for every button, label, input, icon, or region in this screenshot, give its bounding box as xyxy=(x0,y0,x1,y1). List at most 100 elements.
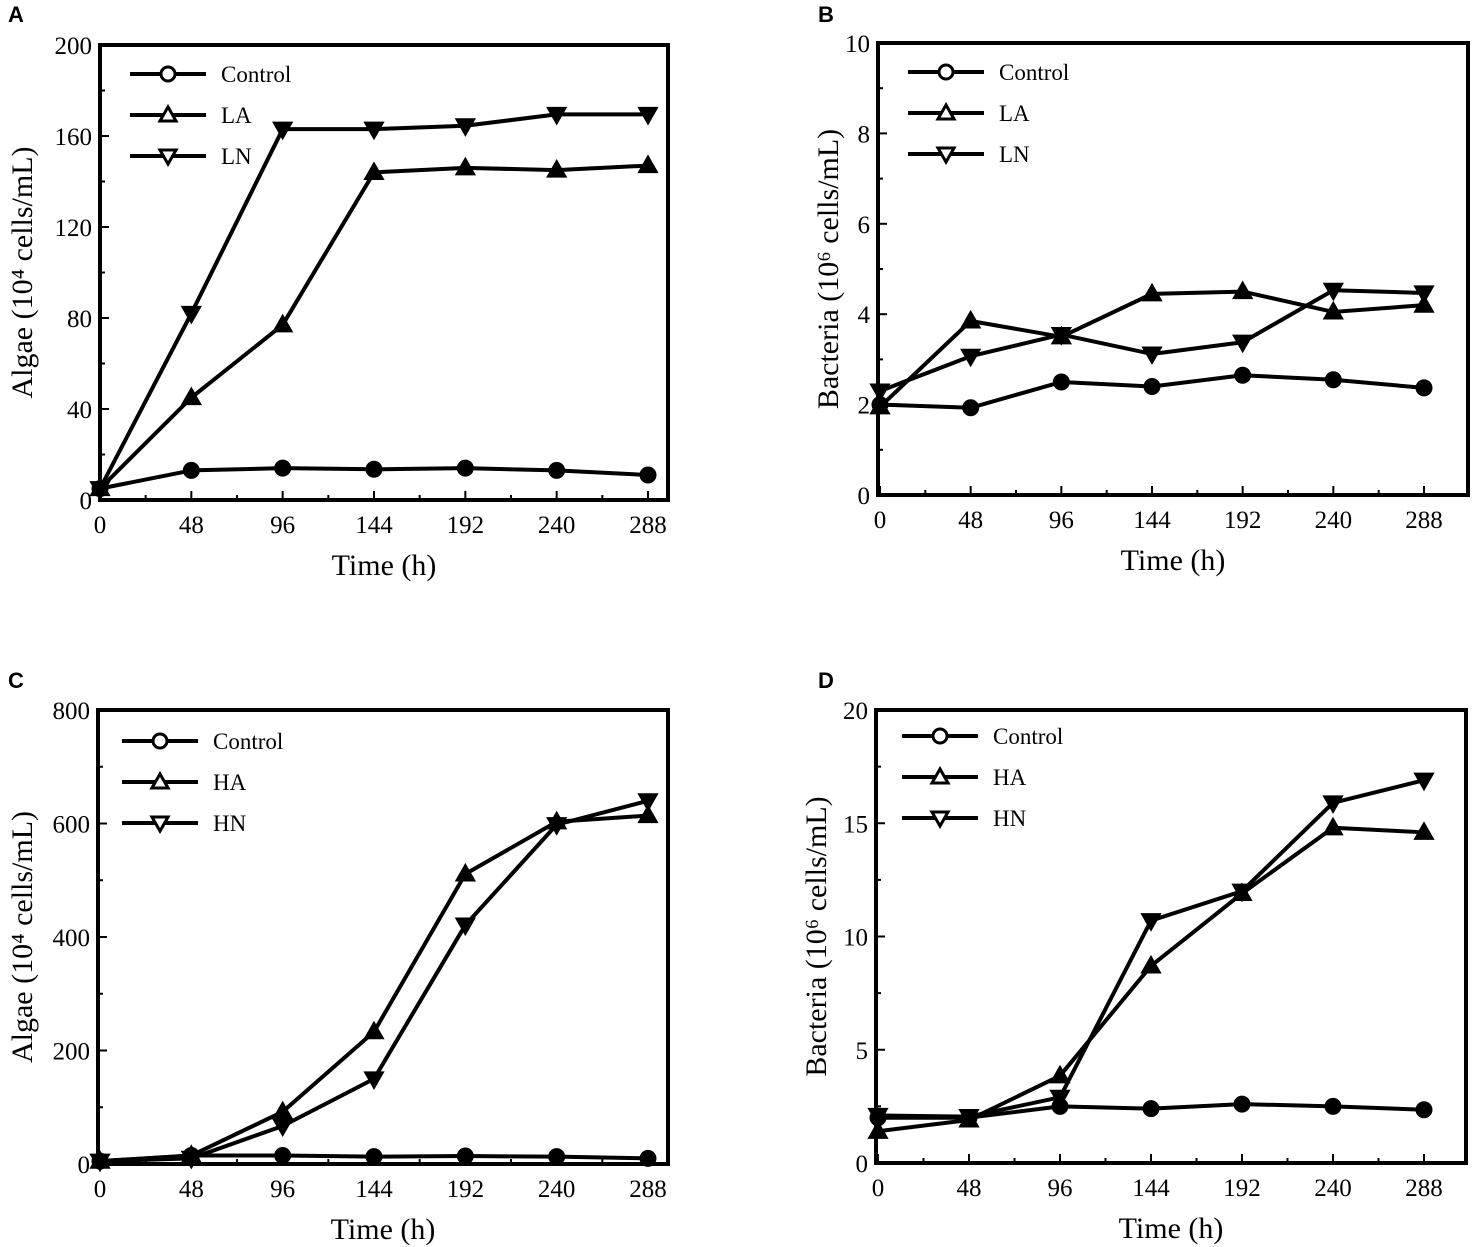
series-line xyxy=(99,798,649,1164)
y-tick-label: 0 xyxy=(78,1152,91,1179)
data-point xyxy=(363,161,385,180)
series-la xyxy=(89,154,659,497)
x-tick-label: 144 xyxy=(355,1176,393,1203)
x-tick-label: 288 xyxy=(629,1176,667,1203)
data-point xyxy=(637,154,659,174)
panel-letter: B xyxy=(818,2,834,27)
y-tick-label: 0 xyxy=(856,1151,869,1178)
legend-label: LA xyxy=(999,101,1030,126)
data-point xyxy=(1234,366,1252,384)
y-tick-label: 800 xyxy=(53,698,91,725)
x-tick-label: 0 xyxy=(874,507,887,534)
data-point xyxy=(1052,373,1070,391)
data-point xyxy=(637,804,659,824)
y-tick-label: 10 xyxy=(845,31,870,58)
data-point xyxy=(1049,1064,1071,1084)
y-tick-label: 160 xyxy=(55,124,93,151)
data-point xyxy=(1140,954,1162,974)
data-point xyxy=(1232,280,1254,300)
x-tick-label: 144 xyxy=(1132,1175,1170,1202)
data-point xyxy=(272,121,294,141)
data-point xyxy=(1140,913,1162,932)
x-tick-label: 240 xyxy=(1314,1175,1352,1202)
data-point xyxy=(456,459,474,477)
x-tick-label: 240 xyxy=(538,512,576,539)
legend-label: HA xyxy=(213,770,247,795)
data-point xyxy=(1413,821,1435,840)
legend-marker-circle xyxy=(937,63,955,81)
data-point xyxy=(1142,1100,1160,1118)
data-point xyxy=(1324,371,1342,389)
data-point xyxy=(1322,816,1344,836)
data-point xyxy=(274,1146,292,1164)
x-tick-label: 288 xyxy=(1405,1175,1443,1202)
series-control xyxy=(91,459,657,498)
series-hn xyxy=(867,772,1435,1128)
data-point xyxy=(1322,282,1344,302)
data-point xyxy=(1231,883,1253,903)
plot-frame xyxy=(876,41,1470,497)
data-point xyxy=(960,348,982,368)
y-tick-label: 80 xyxy=(67,306,92,333)
legend-label: Control xyxy=(213,729,283,754)
legend-label: HN xyxy=(993,806,1027,831)
y-axis-label: Bacteria (10⁶ cells/mL) xyxy=(800,796,833,1076)
data-point xyxy=(454,862,476,882)
data-point xyxy=(272,1100,294,1120)
series-ln xyxy=(89,106,659,500)
data-point xyxy=(960,309,982,329)
data-point xyxy=(454,156,476,176)
legend-marker-circle xyxy=(931,727,949,745)
data-point xyxy=(637,793,659,812)
legend-label: Control xyxy=(221,62,291,87)
legend-label: Control xyxy=(999,60,1069,85)
legend-marker-triangle-down xyxy=(929,810,951,830)
x-tick-label: 192 xyxy=(447,512,485,539)
legend-label: HA xyxy=(993,765,1027,790)
x-tick-label: 96 xyxy=(270,512,295,539)
x-tick-label: 144 xyxy=(355,512,393,539)
x-tick-label: 288 xyxy=(1405,507,1443,534)
x-tick-label: 48 xyxy=(958,507,983,534)
chart-panel-a: A 0 48 96 144 192 240 288 0 40 80 120 160 200 Time (h)… xyxy=(6,2,670,582)
legend-marker-triangle-down xyxy=(935,146,957,166)
x-tick-label: 192 xyxy=(447,1176,485,1203)
data-point xyxy=(546,106,568,126)
data-point xyxy=(1322,300,1344,320)
data-point xyxy=(182,461,200,479)
panel-letter: A xyxy=(8,2,24,27)
data-point xyxy=(1141,346,1163,366)
data-point xyxy=(546,817,568,836)
data-point xyxy=(456,1147,474,1165)
y-axis-label: Bacteria (10⁶ cells/mL) xyxy=(812,129,845,409)
legend-marker-triangle-down xyxy=(149,815,171,835)
data-point xyxy=(363,1071,385,1090)
x-tick-label: 96 xyxy=(1049,507,1074,534)
y-tick-label: 15 xyxy=(843,811,868,838)
data-point xyxy=(639,466,657,484)
data-point xyxy=(363,1020,385,1040)
data-point xyxy=(365,1148,383,1166)
data-point xyxy=(1322,795,1344,814)
panel-letter: C xyxy=(8,668,24,693)
y-tick-label: 2 xyxy=(858,393,871,420)
data-point xyxy=(272,313,294,333)
chart-panel-b: B 0 48 96 144 192 240 288 0 2 4 6 8 10 Time (h) Bacteri… xyxy=(812,2,1470,577)
y-tick-label: 0 xyxy=(80,488,93,515)
x-tick-label: 48 xyxy=(957,1175,982,1202)
legend-marker-triangle-up xyxy=(149,770,171,790)
series-ha xyxy=(867,816,1435,1139)
data-point xyxy=(1232,334,1254,354)
data-point xyxy=(1233,1095,1251,1113)
y-tick-label: 5 xyxy=(856,1038,869,1065)
x-axis-label: Time (h) xyxy=(331,1213,436,1246)
data-point xyxy=(180,1150,202,1170)
y-tick-label: 10 xyxy=(843,925,868,952)
series-ha xyxy=(89,804,659,1169)
data-point xyxy=(1324,1097,1342,1115)
x-tick-label: 240 xyxy=(538,1176,576,1203)
data-point xyxy=(962,399,980,417)
x-tick-label: 0 xyxy=(94,512,107,539)
series-line xyxy=(879,288,1425,393)
